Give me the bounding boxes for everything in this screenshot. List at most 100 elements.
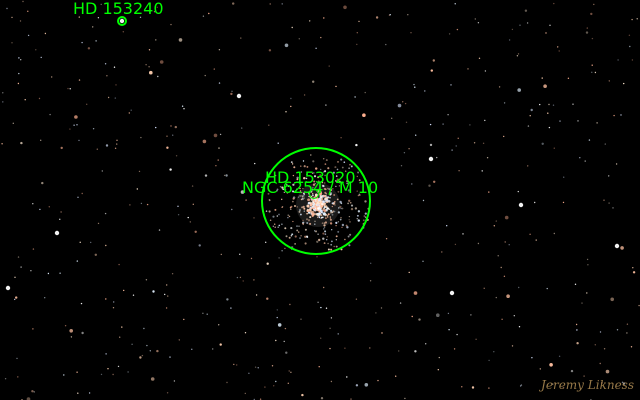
star <box>579 157 581 159</box>
star <box>475 338 477 340</box>
star <box>127 371 129 373</box>
star <box>101 170 104 172</box>
star <box>166 135 168 137</box>
star <box>78 139 80 142</box>
star <box>517 53 520 55</box>
star <box>40 56 42 59</box>
star <box>562 387 565 389</box>
star <box>27 34 30 37</box>
star <box>616 329 619 331</box>
star <box>594 344 596 346</box>
star <box>153 11 156 13</box>
star <box>403 152 406 154</box>
star <box>90 241 92 244</box>
star <box>131 343 133 345</box>
star <box>543 84 547 88</box>
m10-cluster-circle[interactable] <box>261 147 371 255</box>
star <box>105 144 109 147</box>
star <box>462 233 464 235</box>
star <box>629 45 631 48</box>
star <box>630 346 633 348</box>
star <box>242 280 244 282</box>
star <box>461 386 463 388</box>
star <box>497 255 499 257</box>
star <box>631 18 633 21</box>
star <box>422 199 425 202</box>
star <box>380 307 383 309</box>
star <box>498 86 501 88</box>
star <box>323 286 325 289</box>
star <box>501 318 503 320</box>
star <box>213 133 218 138</box>
star <box>404 397 406 400</box>
star <box>395 375 397 377</box>
star <box>105 244 107 247</box>
star <box>615 163 618 165</box>
star <box>354 96 356 98</box>
star <box>355 298 358 300</box>
star <box>586 258 589 261</box>
star <box>610 297 614 302</box>
star <box>81 41 83 44</box>
star <box>356 32 358 34</box>
star <box>402 101 404 103</box>
star <box>290 105 292 108</box>
star <box>288 370 290 372</box>
star <box>425 343 427 345</box>
star <box>271 365 274 367</box>
star <box>370 262 372 264</box>
star <box>112 307 115 309</box>
star <box>236 364 238 366</box>
star <box>268 49 272 52</box>
star <box>183 318 185 321</box>
star <box>146 203 149 206</box>
star <box>381 332 383 334</box>
star <box>277 142 279 144</box>
star <box>266 297 269 300</box>
star <box>541 77 543 79</box>
star <box>78 79 81 81</box>
star <box>146 344 148 347</box>
star <box>2 101 4 103</box>
star <box>397 103 402 108</box>
star <box>119 336 121 338</box>
star <box>470 314 472 316</box>
star <box>276 309 278 311</box>
star <box>104 63 107 65</box>
hd-153240-marker[interactable] <box>117 16 127 26</box>
star <box>337 333 339 335</box>
star <box>583 375 585 377</box>
star <box>255 294 258 296</box>
star <box>145 279 148 281</box>
star <box>95 40 97 42</box>
star <box>355 143 358 147</box>
star <box>240 37 242 39</box>
star <box>177 214 180 216</box>
star <box>539 368 541 370</box>
star <box>626 332 628 334</box>
star <box>140 136 142 139</box>
star <box>603 199 605 201</box>
star <box>408 148 410 150</box>
star <box>301 393 304 397</box>
star <box>385 43 387 46</box>
star <box>17 82 20 85</box>
star <box>132 294 135 296</box>
star <box>343 5 347 10</box>
star <box>488 387 490 389</box>
star <box>30 270 32 272</box>
star <box>88 392 91 394</box>
star <box>407 14 409 16</box>
star <box>389 14 391 16</box>
star <box>599 331 602 333</box>
star <box>166 146 169 149</box>
star <box>548 103 550 106</box>
star <box>484 70 487 72</box>
star <box>49 113 51 116</box>
star <box>350 398 352 400</box>
star <box>418 318 421 321</box>
star <box>208 12 210 15</box>
star <box>430 69 433 72</box>
star <box>285 351 288 354</box>
star <box>599 362 601 365</box>
